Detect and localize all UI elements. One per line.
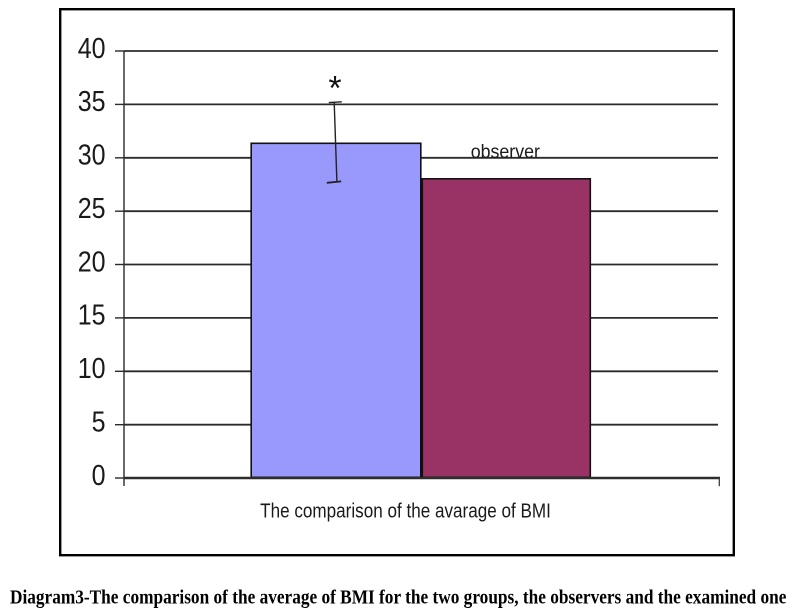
- svg-text:0: 0: [92, 459, 106, 491]
- svg-text:The comparison of the avarage: The comparison of the avarage of BMI: [260, 500, 551, 523]
- svg-text:*: *: [328, 70, 341, 108]
- svg-text:25: 25: [78, 192, 106, 224]
- svg-text:15: 15: [78, 299, 106, 331]
- svg-text:Diagram3-The comparison of the: Diagram3-The comparison of the average o…: [10, 586, 786, 607]
- svg-text:20: 20: [78, 246, 106, 278]
- svg-text:35: 35: [78, 86, 106, 118]
- svg-text:30: 30: [78, 139, 106, 171]
- svg-text:5: 5: [92, 406, 106, 438]
- svg-text:40: 40: [78, 32, 106, 64]
- svg-text:observer: observer: [471, 140, 540, 162]
- svg-text:10: 10: [78, 353, 106, 385]
